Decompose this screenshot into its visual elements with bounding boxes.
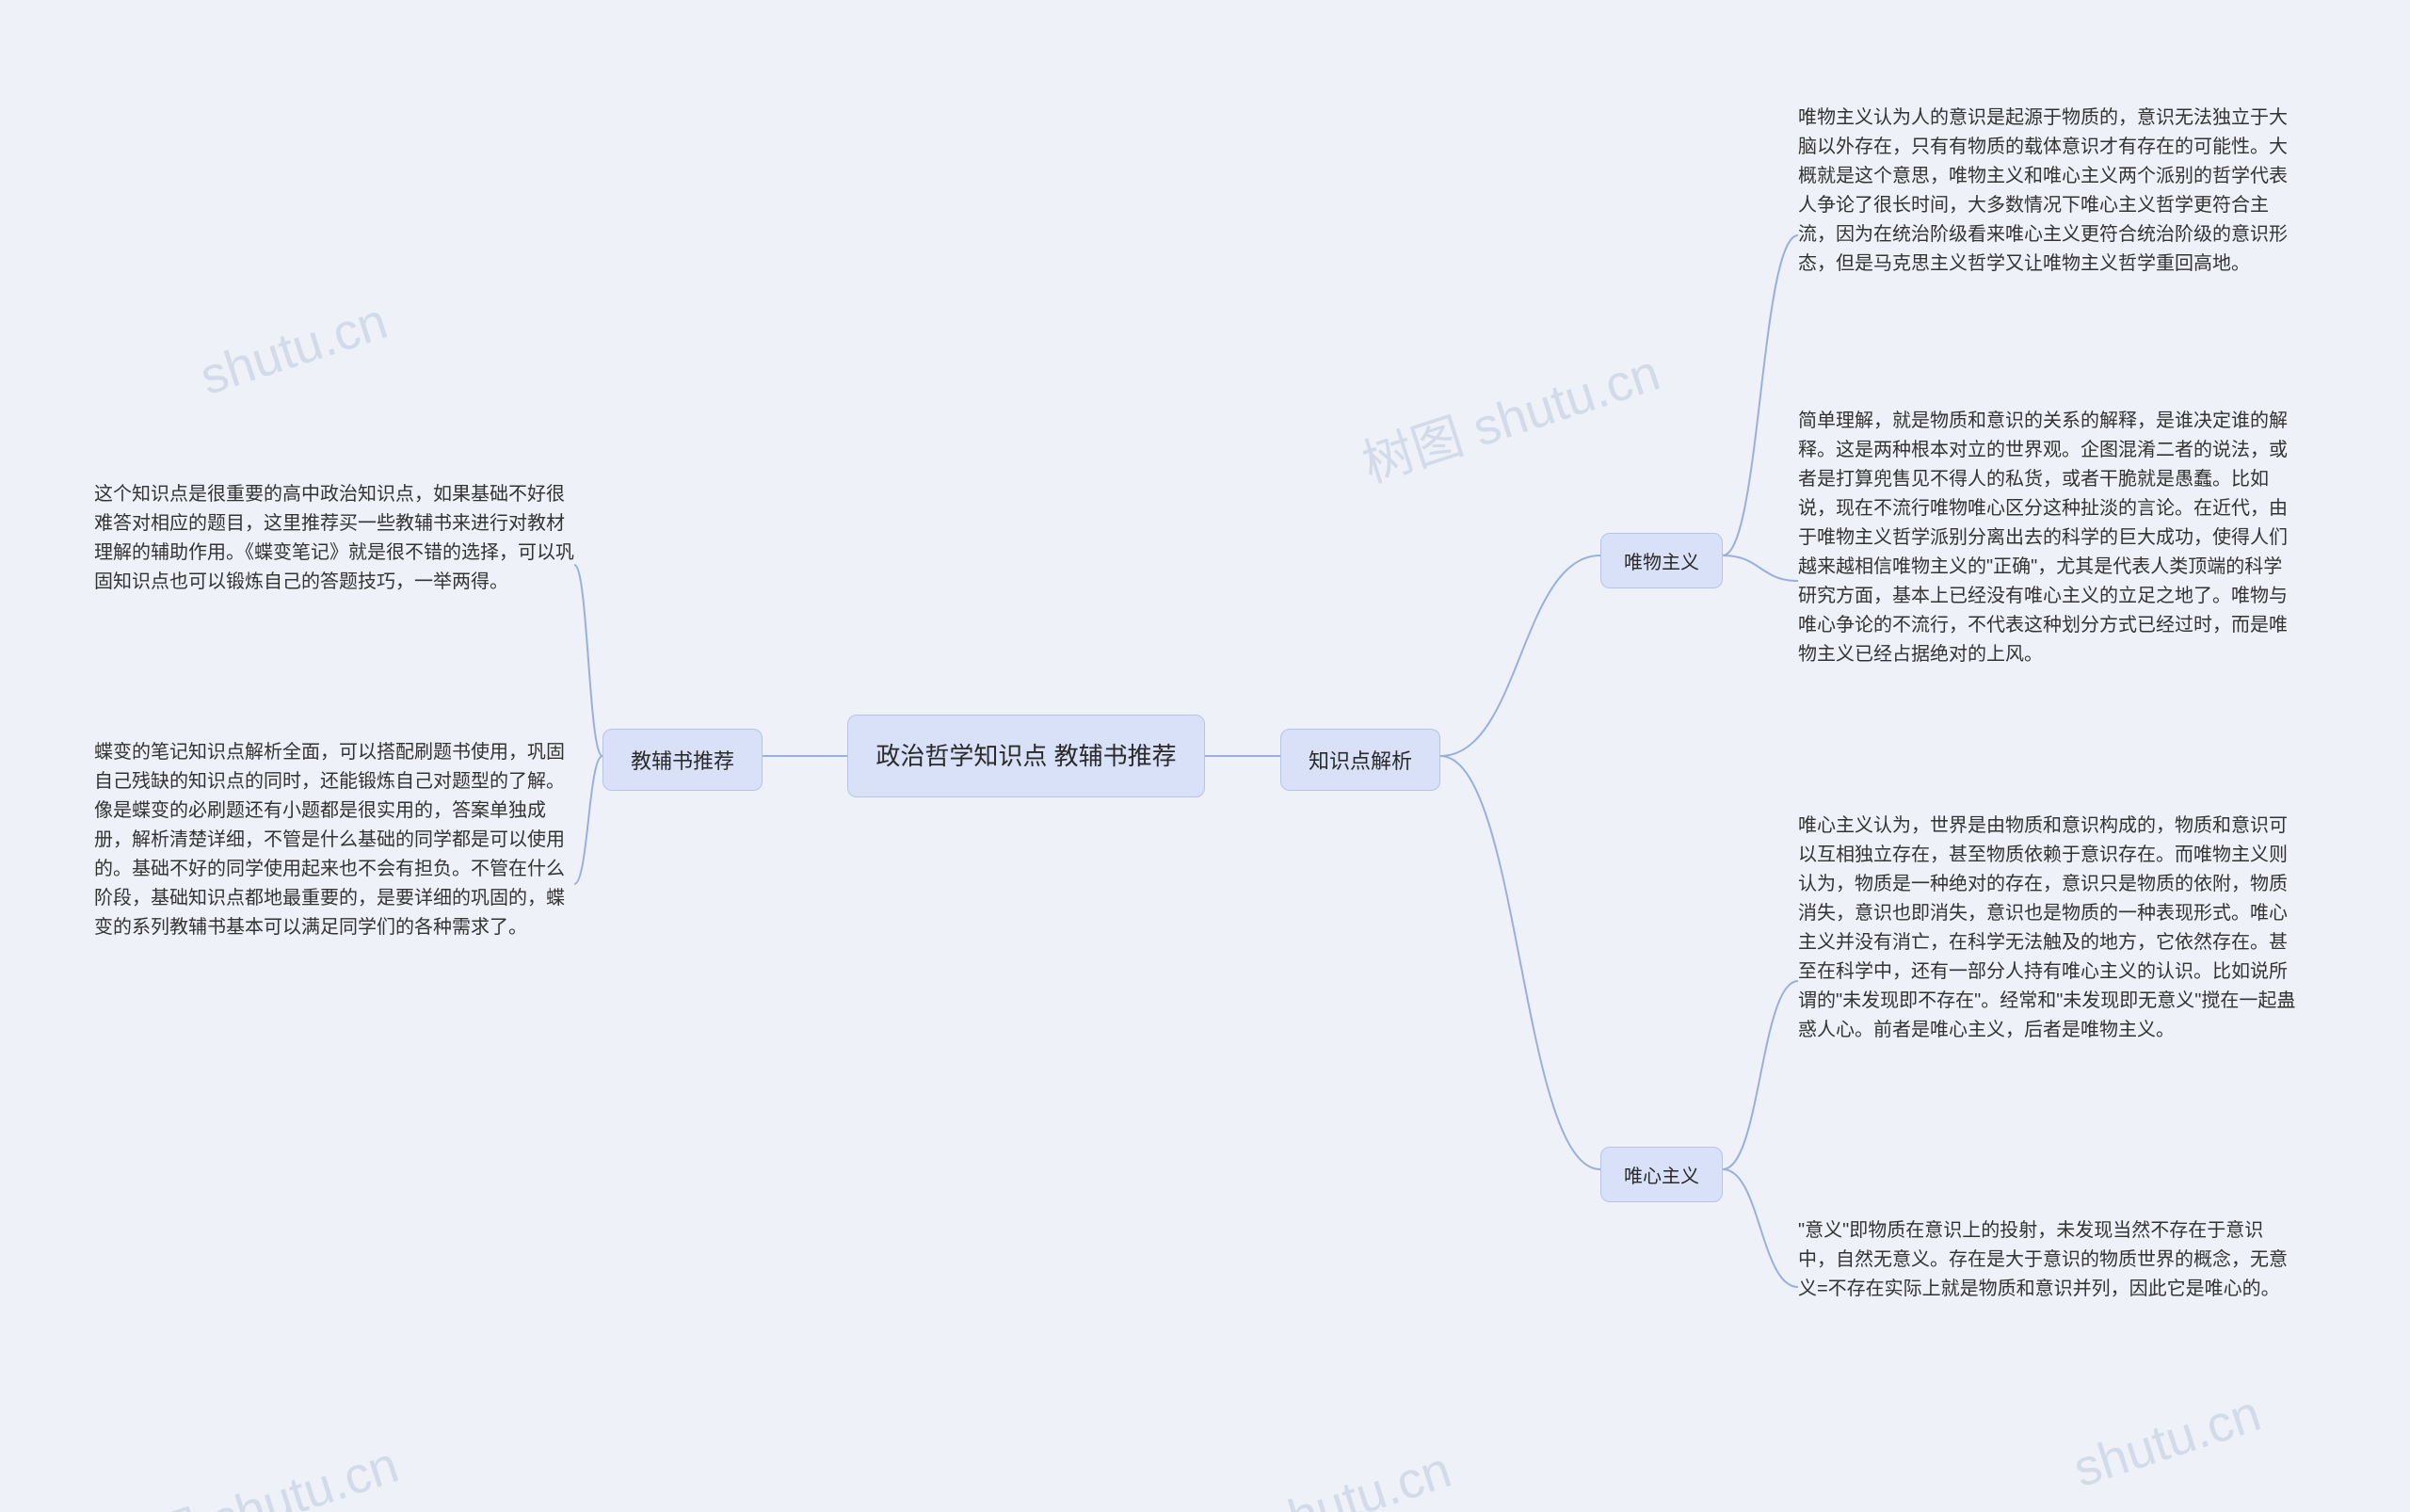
left-branch[interactable]: 教辅书推荐: [602, 729, 763, 791]
left-leaf-1: 蝶变的笔记知识点解析全面，可以搭配刷题书使用，巩固自己残缺的知识点的同时，还能锻…: [94, 738, 574, 1030]
watermark-3: shutu.cn: [1257, 1440, 1457, 1512]
right-sub-0-leaf-0: 唯物主义认为人的意识是起源于物质的，意识无法独立于大脑以外存在，只有有物质的载体…: [1798, 104, 2288, 367]
right-sub-1[interactable]: 唯心主义: [1600, 1147, 1723, 1202]
right-sub-0[interactable]: 唯物主义: [1600, 533, 1723, 588]
right-sub-1-leaf-0: 唯心主义认为，世界是由物质和意识构成的，物质和意识可以互相独立存在，甚至物质依赖…: [1798, 812, 2297, 1150]
watermark-1: 树图 shutu.cn: [90, 1423, 407, 1512]
watermark-4: shutu.cn: [2066, 1384, 2267, 1499]
mindmap-stage: shutu.cn 树图 shutu.cn 树图 shutu.cn shutu.cn sh…: [0, 0, 2410, 1512]
right-sub-1-leaf-1: "意义"即物质在意识上的投射，未发现当然不存在于意识中，自然无意义。存在是大于意…: [1798, 1216, 2288, 1358]
watermark-0: shutu.cn: [193, 292, 394, 407]
right-branch[interactable]: 知识点解析: [1280, 729, 1440, 791]
right-sub-0-leaf-1: 简单理解，就是物质和意识的关系的解释，是谁决定谁的解释。这是两种根本对立的世界观…: [1798, 407, 2297, 755]
root-node[interactable]: 政治哲学知识点 教辅书推荐: [847, 715, 1205, 797]
left-leaf-0: 这个知识点是很重要的高中政治知识点，如果基础不好很难答对相应的题目，这里推荐买一…: [94, 480, 574, 650]
watermark-2: 树图 shutu.cn: [1352, 330, 1668, 496]
